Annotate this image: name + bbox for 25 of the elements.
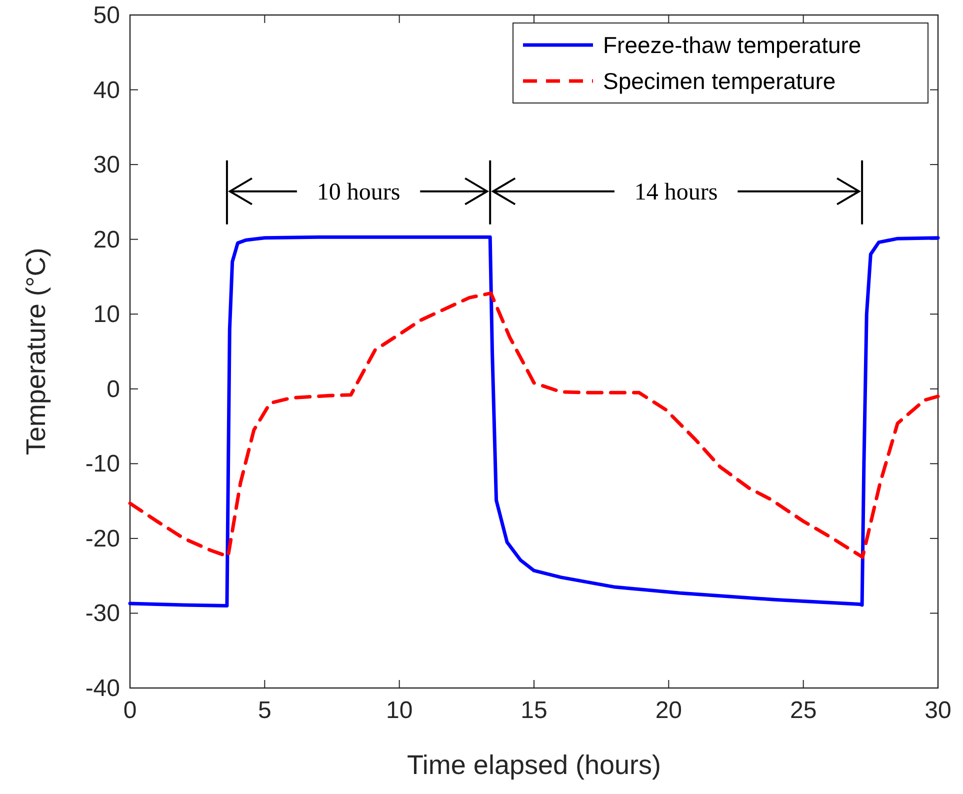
y-tick-label: 0 <box>106 376 120 403</box>
y-tick-label: 10 <box>93 301 120 328</box>
line-series <box>128 235 940 608</box>
legend-label: Specimen temperature <box>603 68 836 94</box>
x-tick-label: 20 <box>655 697 682 724</box>
legend-label: Freeze-thaw temperature <box>603 32 862 58</box>
x-tick-label: 0 <box>123 697 137 724</box>
x-axis-title: Time elapsed (hours) <box>406 750 662 780</box>
y-axis-title: Temperature (°C) <box>21 248 51 456</box>
y-tick-label: -40 <box>85 675 120 702</box>
y-tick-label: -20 <box>85 525 120 552</box>
y-tick-label: -10 <box>85 450 120 478</box>
x-tick-label: 10 <box>386 697 413 724</box>
y-tick-label: 20 <box>93 226 120 254</box>
x-tick-label: 5 <box>258 697 272 724</box>
annotation: 10 hours <box>316 179 400 206</box>
y-tick-label: 40 <box>93 76 120 104</box>
line-series <box>128 291 940 559</box>
x-tick-label: 30 <box>924 697 952 724</box>
annotation: 14 hours <box>634 179 718 206</box>
x-tick-label: 25 <box>790 697 817 724</box>
y-tick-label: 30 <box>93 152 120 179</box>
y-tick-label: -30 <box>85 600 120 628</box>
x-tick-label: 15 <box>520 697 548 724</box>
y-tick-label: 50 <box>93 2 120 29</box>
